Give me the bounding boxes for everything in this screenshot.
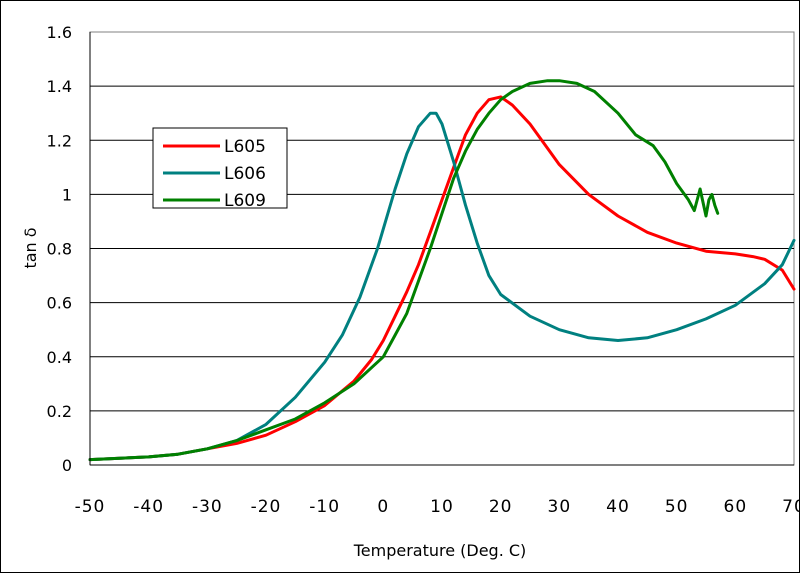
- x-tick-labels: -50 -40 -30 -20 -10 0 10 20 30 40 50 60 70: [75, 497, 800, 517]
- legend-label-l606: L606: [224, 164, 266, 184]
- x-tick-label: -50: [75, 497, 106, 517]
- y-tick-label: 1.4: [47, 77, 72, 96]
- series-line-l609: [88, 79, 720, 462]
- x-axis-title: Temperature (Deg. C): [353, 541, 527, 560]
- x-tick-label: -30: [192, 497, 223, 517]
- x-tick-label: 60: [724, 497, 748, 517]
- x-tick-label: 0: [377, 497, 389, 517]
- y-tick-label: 1.6: [47, 23, 72, 42]
- x-tick-label: 20: [489, 497, 513, 517]
- y-tick-label: 1.2: [47, 131, 72, 150]
- legend-box: [152, 127, 288, 209]
- series-line-l605: [88, 95, 796, 462]
- x-tick-label: -10: [309, 497, 340, 517]
- y-tick-labels: 0 0.2 0.4 0.6 0.8 1 1.2 1.4 1.6: [47, 23, 72, 475]
- x-tick-label: 50: [665, 497, 689, 517]
- legend-label-l605: L605: [224, 137, 266, 157]
- y-axis-title: tan δ: [21, 227, 40, 268]
- legend-label-l609: L609: [224, 191, 266, 211]
- x-tick-label: -20: [251, 497, 282, 517]
- x-tick-label: 10: [430, 497, 454, 517]
- x-tick-label: 40: [606, 497, 630, 517]
- x-tick-label: 70: [782, 497, 800, 517]
- y-tick-label: 0.6: [47, 294, 72, 313]
- x-tick-label: 30: [548, 497, 572, 517]
- y-tick-label: 1: [62, 185, 72, 204]
- y-tick-label: 0.2: [47, 402, 72, 421]
- series-lines: [88, 79, 796, 462]
- x-tick-label: -40: [133, 497, 164, 517]
- y-tick-label: 0.8: [47, 240, 72, 259]
- legend: L605 L606 L609: [152, 127, 288, 211]
- y-tick-label: 0: [62, 456, 72, 475]
- series-line-l606: [88, 111, 796, 462]
- y-tick-label: 0.4: [47, 348, 72, 367]
